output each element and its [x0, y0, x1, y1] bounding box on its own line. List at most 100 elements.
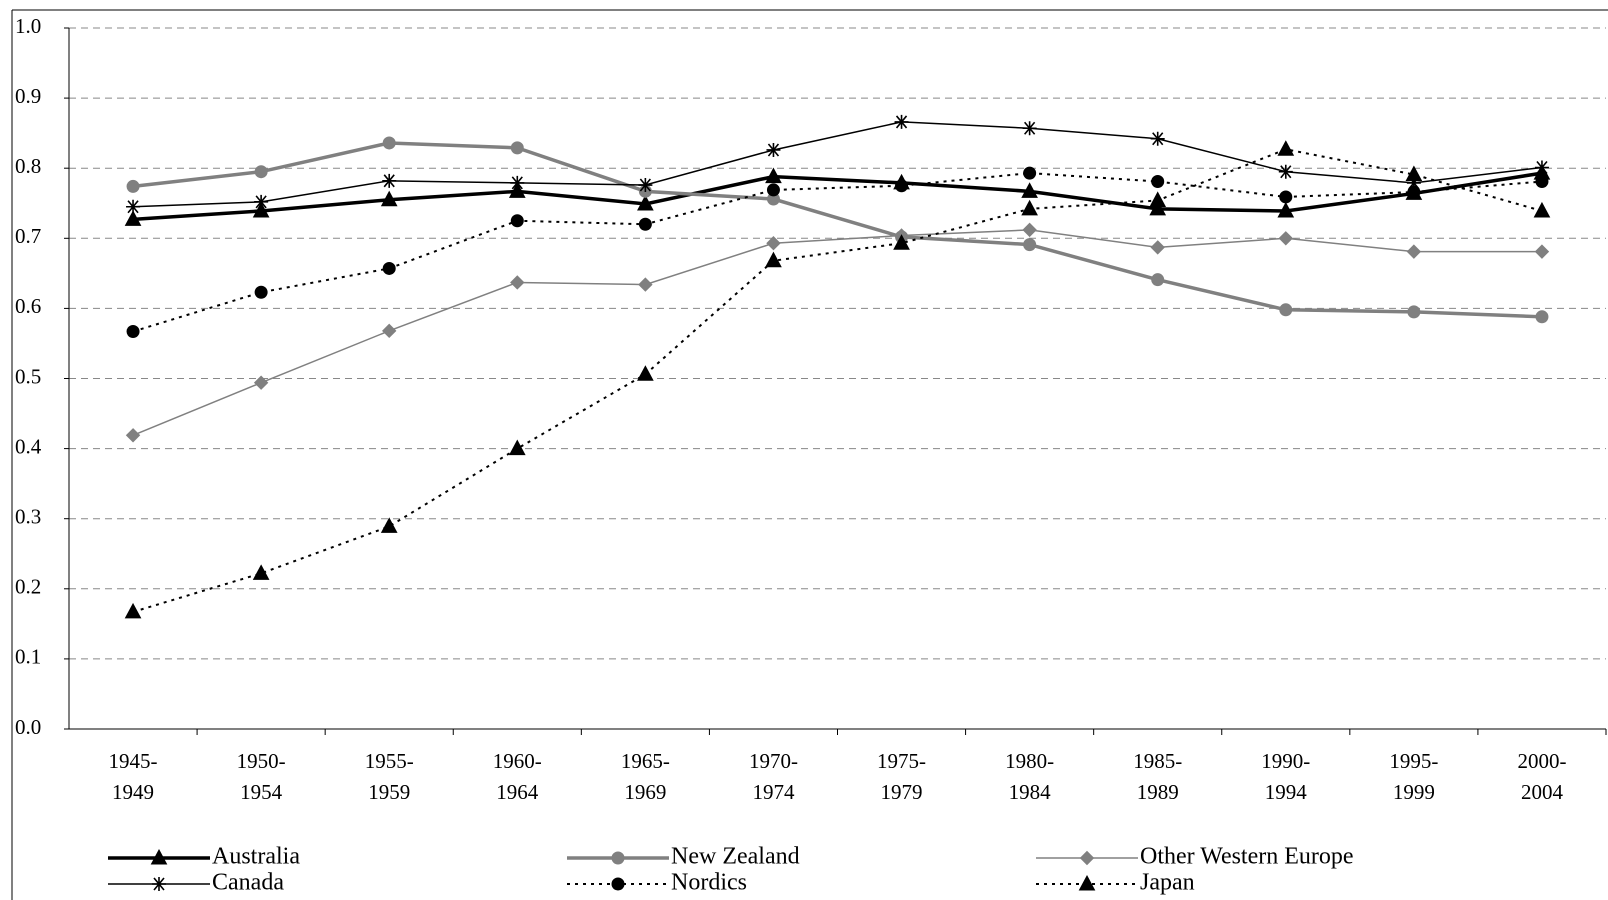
x-tick-label: 1985-1989 [1133, 749, 1183, 804]
data-point [1406, 175, 1421, 190]
legend-label: Japan [1140, 870, 1195, 896]
data-point [508, 182, 526, 198]
y-tick-label: 0.4 [15, 434, 42, 458]
data-point [125, 428, 141, 443]
data-point [637, 365, 654, 381]
data-point [1534, 244, 1550, 259]
y-tick-label: 0.9 [15, 84, 41, 108]
data-point [1023, 166, 1037, 180]
y-tick-label: 0.5 [15, 364, 41, 388]
data-point [1278, 231, 1293, 246]
legend-marker [150, 848, 168, 865]
data-point [1150, 131, 1165, 146]
data-point [1022, 222, 1037, 238]
data-point [1277, 201, 1295, 218]
data-point [382, 173, 397, 188]
data-point [1407, 305, 1421, 319]
legend-label: Canada [212, 870, 284, 896]
x-tick-label: 1955-1959 [364, 749, 414, 804]
y-tick-label: 0.1 [15, 645, 41, 669]
data-point [510, 275, 525, 290]
legend-label: New Zealand [671, 844, 800, 870]
data-point [252, 564, 270, 580]
x-tick-label: 1990-1994 [1261, 749, 1311, 804]
data-point [510, 141, 524, 155]
x-tick-label: 1980-1984 [1005, 749, 1055, 804]
y-tick-label: 0.8 [15, 154, 41, 178]
data-point [766, 183, 780, 197]
data-point [893, 234, 910, 250]
data-point [126, 325, 140, 339]
data-point [126, 199, 141, 214]
data-point [1023, 238, 1037, 252]
data-point [765, 251, 782, 268]
data-point [1407, 185, 1421, 199]
series-line [133, 121, 1543, 208]
data-point [1535, 310, 1549, 324]
data-point [766, 235, 781, 251]
y-tick-label: 0.7 [15, 224, 41, 248]
data-point [1021, 182, 1038, 198]
data-point [380, 517, 398, 533]
x-tick-label: 1970-1974 [748, 749, 798, 804]
data-point [124, 210, 142, 226]
data-point [380, 190, 398, 207]
x-tick-label: 1975-1979 [877, 749, 927, 804]
series-line [132, 229, 1542, 436]
y-tick-label: 0.6 [15, 294, 41, 318]
y-tick-label: 0.0 [15, 715, 41, 739]
legend-marker [1079, 850, 1095, 866]
legend-label: Nordics [671, 870, 747, 896]
data-point [1535, 175, 1549, 189]
data-point [1149, 191, 1167, 207]
data-point [1406, 244, 1422, 259]
x-tick-label: 2000-2004 [1517, 749, 1567, 804]
data-point [1151, 175, 1165, 189]
data-point [1022, 121, 1037, 136]
data-point [254, 194, 269, 209]
data-point [510, 175, 525, 190]
data-point [765, 167, 782, 184]
data-point [1279, 303, 1293, 317]
data-point [637, 194, 654, 211]
x-tick-label: 1945-1949 [108, 749, 158, 804]
data-point [382, 323, 397, 339]
data-point [254, 285, 268, 299]
data-point [510, 214, 524, 228]
series-line [132, 141, 1543, 319]
x-tick-label: 1995-1999 [1389, 749, 1439, 804]
y-tick-label: 1.0 [15, 14, 41, 38]
data-point [895, 179, 909, 193]
data-point [1021, 199, 1038, 216]
data-point [124, 602, 142, 619]
x-tick-label: 1950-1954 [236, 749, 286, 804]
data-point [894, 114, 909, 129]
data-point [1278, 164, 1293, 179]
data-point [638, 178, 653, 193]
data-point [1534, 160, 1549, 175]
data-point [126, 179, 140, 193]
data-point [382, 136, 396, 150]
data-point [1277, 140, 1295, 156]
data-point [508, 439, 526, 456]
data-point [1279, 190, 1293, 204]
data-point [1149, 199, 1167, 216]
data-point [1151, 273, 1165, 287]
data-point [252, 201, 270, 218]
data-point [638, 277, 653, 292]
data-point [254, 165, 268, 179]
data-point [382, 261, 396, 275]
series-line [132, 172, 1543, 333]
legend-marker [1078, 874, 1096, 891]
legend-marker [611, 877, 625, 891]
data-point [766, 142, 781, 157]
series-line [132, 148, 1543, 613]
x-tick-label: 1965-1969 [620, 749, 670, 804]
x-tick-label: 1960-1964 [492, 749, 542, 804]
legend-label: Other Western Europe [1140, 844, 1354, 870]
series-line [132, 171, 1543, 222]
y-tick-label: 0.3 [15, 505, 41, 529]
legend-marker [152, 877, 166, 891]
